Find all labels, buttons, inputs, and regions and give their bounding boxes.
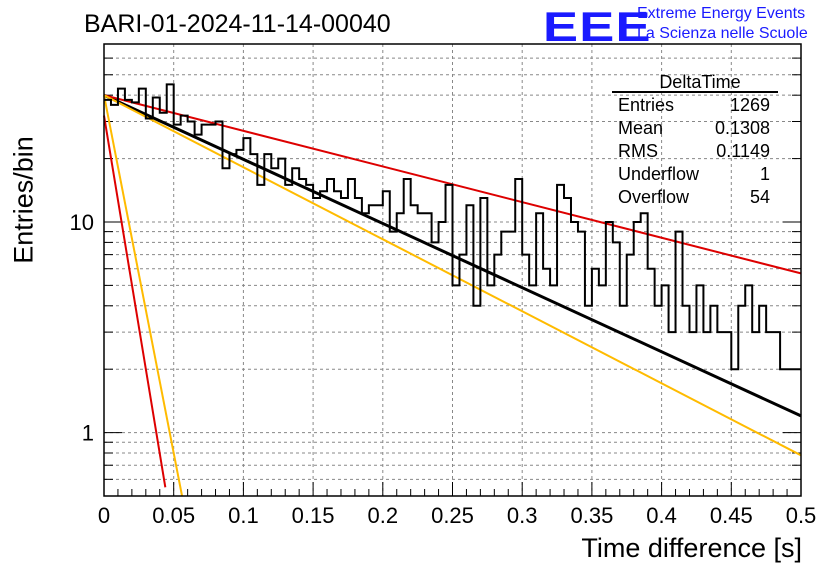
y-tick-label: 1: [82, 421, 94, 446]
stats-value: 0.1308: [714, 118, 770, 138]
stats-value: 0.1149: [716, 141, 770, 161]
x-tick-label: 0.3: [507, 503, 538, 528]
x-tick-label: 0.35: [570, 503, 613, 528]
logo-line-1: Extreme Energy Events: [637, 5, 806, 22]
logo-line-2: La Scienza nelle Scuole: [637, 25, 808, 42]
stats-key: Mean: [618, 118, 664, 138]
plot-title: BARI-01-2024-11-14-00040: [84, 10, 391, 38]
histogram-outline: [104, 83, 801, 371]
x-tick-label: 0.5: [786, 503, 817, 528]
stats-key: Entries: [618, 95, 675, 115]
stats-value: 1269: [729, 95, 770, 115]
stats-row: Underflow 1: [612, 163, 778, 186]
y-tick-label: 10: [70, 210, 94, 235]
fit-line: [103, 115, 167, 488]
y-axis-label-text: Entries/bin: [8, 136, 39, 264]
stats-row: Entries 1269: [612, 94, 778, 117]
y-tick-labels: 1 10: [70, 210, 94, 446]
x-tick-label: 0.05: [152, 503, 195, 528]
x-tick-label: 0.15: [292, 503, 335, 528]
x-tick-label: 0: [98, 503, 110, 528]
stats-row: Mean 0.1308: [612, 117, 778, 140]
x-tick-label: 0.25: [431, 503, 474, 528]
stats-key: RMS: [618, 141, 658, 161]
stats-title: DeltaTime: [659, 72, 741, 92]
plot-frame: [103, 43, 802, 497]
x-tick-label: 0.1: [228, 503, 259, 528]
x-tick-label: 0.4: [646, 503, 677, 528]
axis-ticks: [103, 43, 802, 497]
stats-value: 1: [759, 164, 770, 184]
stats-value: 54: [749, 187, 770, 207]
stats-box: DeltaTime Entries 1269 Mean 0.1308 RMS 0.11…: [612, 72, 778, 209]
stats-key: Overflow: [618, 187, 690, 207]
fit-line: [103, 94, 184, 497]
stats-row: Overflow 54: [612, 186, 778, 209]
x-tick-label: 0.45: [710, 503, 753, 528]
stats-divider: [612, 91, 778, 93]
stats-row: RMS 0.1149: [612, 140, 778, 163]
logo-caption: Extreme Energy Events La Scienza nelle S…: [637, 4, 808, 44]
eee-logo: EEE: [543, 3, 652, 50]
y-axis-label: Entries/bin: [4, 100, 44, 300]
x-axis-label: Time difference [s]: [581, 533, 802, 563]
x-tick-labels: 0 0.05 0.1 0.15 0.2 0.25 0.3 0.35 0.4 0.45 0.5: [98, 503, 816, 528]
stats-key: Underflow: [618, 164, 700, 184]
x-tick-label: 0.2: [368, 503, 399, 528]
